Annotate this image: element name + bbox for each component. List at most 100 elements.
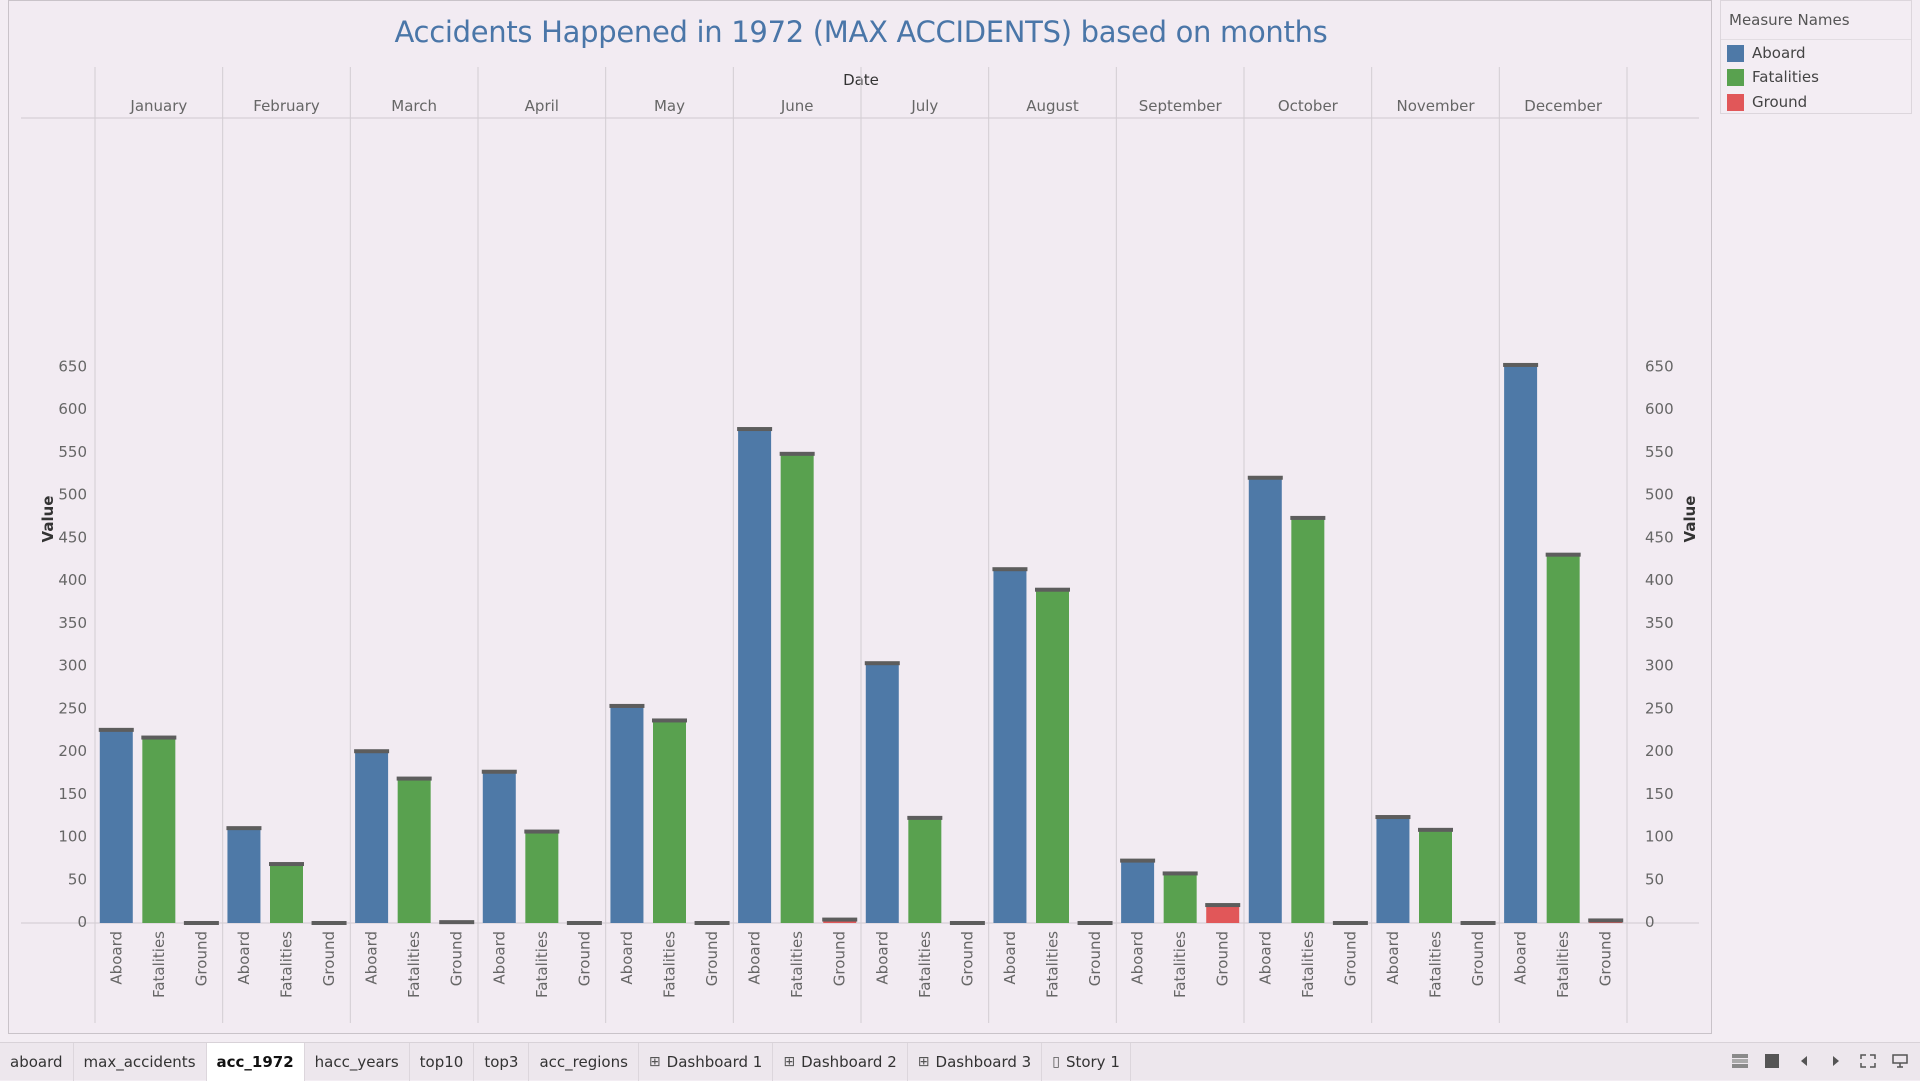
month-header-label: April — [525, 97, 559, 115]
bar-cap-line — [864, 661, 900, 666]
y-tick-label-right: 300 — [1645, 657, 1674, 675]
sheet-sorter-icon[interactable] — [1728, 1049, 1752, 1073]
legend-swatch-ground — [1727, 93, 1744, 111]
bar-cap-line — [949, 921, 985, 925]
presentation-icon[interactable] — [1888, 1049, 1912, 1073]
legend[interactable]: Measure Names Aboard Fatalities Ground — [1720, 0, 1912, 114]
tab-dashboard-1[interactable]: ⊞ Dashboard 1 — [639, 1042, 774, 1081]
bar-aboard — [1376, 817, 1410, 923]
y-tick-label-left: 350 — [58, 614, 87, 632]
tab-aboard[interactable]: aboard — [0, 1042, 74, 1081]
y-tick-label-left: 400 — [58, 571, 87, 589]
bar-cap-line — [779, 451, 815, 456]
legend-item-aboard[interactable]: Aboard — [1727, 43, 1806, 63]
bar-fatalities — [1419, 829, 1452, 923]
tab-label: Dashboard 2 — [801, 1052, 897, 1071]
tab-hacc-years[interactable]: hacc_years — [305, 1042, 410, 1081]
y-tick-label-right: 250 — [1645, 699, 1674, 717]
bar-aboard — [610, 705, 644, 923]
bar-cap-line — [1545, 552, 1581, 557]
month-header-label: February — [253, 97, 320, 115]
bar-cap-line — [439, 920, 475, 925]
legend-item-ground[interactable]: Ground — [1727, 92, 1807, 112]
x-tick-label-ground: Ground — [958, 931, 976, 986]
bar-cap-line — [354, 749, 390, 754]
tab-label: Story 1 — [1065, 1052, 1120, 1071]
bar-cap-line — [1205, 903, 1241, 908]
bar-ground — [1206, 905, 1240, 923]
bar-cap-line — [1162, 871, 1198, 876]
bar-aboard — [1121, 860, 1155, 923]
month-header-label: November — [1396, 97, 1475, 115]
dashboard-grid-icon: ⊞ — [917, 1053, 930, 1070]
y-tick-label-left: 550 — [58, 443, 87, 461]
sheet-navigation-controls — [1720, 1042, 1912, 1080]
y-tick-label-right: 450 — [1645, 528, 1674, 546]
bar-cap-line — [396, 776, 432, 781]
x-tick-label-fatalities: Fatalities — [661, 931, 679, 998]
tab-label: top10 — [419, 1052, 464, 1071]
y-tick-label-right: 0 — [1645, 913, 1655, 931]
x-tick-label-ground: Ground — [192, 931, 210, 986]
bar-cap-line — [311, 921, 347, 925]
y-tick-label-left: 200 — [58, 742, 87, 760]
y-tick-label-right: 200 — [1645, 742, 1674, 760]
tab-label: aboard — [10, 1052, 63, 1071]
legend-item-fatalities[interactable]: Fatalities — [1727, 67, 1819, 87]
tab-dashboard-2[interactable]: ⊞ Dashboard 2 — [773, 1042, 908, 1081]
x-tick-label-ground: Ground — [703, 931, 721, 986]
legend-swatch-fatalities — [1727, 68, 1744, 86]
month-header-label: September — [1139, 97, 1223, 115]
bar-fatalities — [1163, 873, 1197, 923]
tab-acc-regions[interactable]: acc_regions — [529, 1042, 639, 1081]
bar-cap-line — [1247, 475, 1283, 480]
filmstrip-icon[interactable] — [1760, 1049, 1784, 1073]
prev-sheet-icon[interactable] — [1792, 1049, 1816, 1073]
tab-dashboard-3[interactable]: ⊞ Dashboard 3 — [908, 1042, 1043, 1081]
tab-top10[interactable]: top10 — [410, 1042, 475, 1081]
x-tick-label-fatalities: Fatalities — [1299, 931, 1317, 998]
tab-story-1[interactable]: ▯ Story 1 — [1042, 1042, 1131, 1081]
bar-fatalities — [908, 817, 942, 923]
tab-label: Dashboard 3 — [935, 1052, 1032, 1071]
fullscreen-icon[interactable] — [1856, 1049, 1880, 1073]
y-tick-label-right: 50 — [1645, 870, 1664, 888]
dashboard-grid-icon: ⊞ — [783, 1053, 796, 1070]
bar-cap-line — [907, 815, 943, 820]
bar-fatalities — [1546, 554, 1580, 923]
legend-label: Aboard — [1752, 44, 1806, 62]
month-header-label: July — [910, 97, 938, 115]
legend-label: Ground — [1752, 93, 1808, 111]
bar-aboard — [482, 771, 516, 923]
x-tick-label-aboard: Aboard — [363, 931, 381, 985]
bar-cap-line — [652, 718, 687, 723]
story-book-icon: ▯ — [1052, 1053, 1060, 1070]
x-tick-label-fatalities: Fatalities — [1554, 931, 1572, 998]
bar-fatalities — [1036, 589, 1069, 923]
bar-aboard — [355, 751, 389, 923]
bar-cap-line — [737, 427, 773, 432]
legend-swatch-aboard — [1727, 44, 1744, 62]
tab-label: acc_1972 — [216, 1052, 294, 1071]
x-tick-label-fatalities: Fatalities — [916, 931, 934, 998]
x-tick-label-aboard: Aboard — [1001, 931, 1019, 985]
y-tick-label-right: 600 — [1645, 400, 1674, 418]
bar-cap-line — [226, 826, 262, 831]
x-tick-label-ground: Ground — [1469, 931, 1487, 986]
bar-fatalities — [397, 778, 431, 923]
x-tick-label-ground: Ground — [1086, 931, 1104, 986]
bar-cap-line — [694, 921, 730, 925]
tab-max-accidents[interactable]: max_accidents — [74, 1042, 207, 1081]
month-header-label: June — [780, 97, 814, 115]
bar-cap-line — [1418, 827, 1453, 832]
y-tick-label-right: 350 — [1645, 614, 1674, 632]
tab-top3[interactable]: top3 — [474, 1042, 530, 1081]
next-sheet-icon[interactable] — [1824, 1049, 1848, 1073]
x-tick-label-ground: Ground — [1341, 931, 1359, 986]
legend-title: Measure Names — [1729, 11, 1850, 29]
bar-aboard — [865, 663, 899, 923]
tab-label: hacc_years — [314, 1052, 399, 1071]
tab-acc-1972[interactable]: acc_1972 — [206, 1042, 305, 1081]
tab-label: max_accidents — [83, 1052, 196, 1071]
bar-cap-line — [609, 703, 645, 708]
